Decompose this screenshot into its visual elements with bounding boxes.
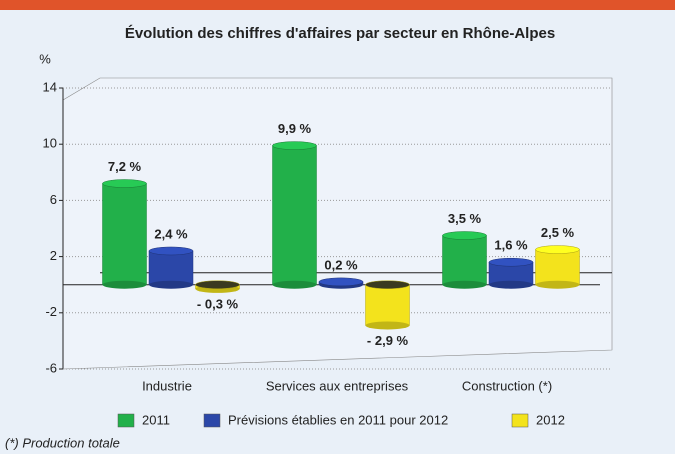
y-tick-label: -2 xyxy=(45,304,57,319)
y-tick-label: 2 xyxy=(50,248,57,263)
y-axis-label: % xyxy=(39,51,51,66)
value-label: 3,5 % xyxy=(448,211,482,226)
value-label: - 0,3 % xyxy=(197,296,239,311)
bar-cap xyxy=(365,280,410,289)
footnote: (*) Production totale xyxy=(5,435,120,450)
value-label: 2,5 % xyxy=(541,225,575,240)
value-label: 7,2 % xyxy=(108,159,142,174)
legend-swatch xyxy=(203,413,221,428)
x-tick-label: Services aux entreprises xyxy=(266,378,409,393)
bar-cap xyxy=(102,179,147,188)
x-tick-label: Industrie xyxy=(142,378,192,393)
legend-swatch xyxy=(117,413,135,428)
bar-cap xyxy=(535,245,580,254)
legend-label: 2011 xyxy=(142,412,170,427)
value-label: 1,6 % xyxy=(494,238,528,253)
y-tick-label: 6 xyxy=(50,192,57,207)
bar xyxy=(442,235,487,285)
bar xyxy=(272,145,317,285)
chart-title: Évolution des chiffres d'affaires par se… xyxy=(125,25,555,42)
x-tick-label: Construction (*) xyxy=(462,378,552,393)
top-band xyxy=(0,0,675,10)
value-label: 0,2 % xyxy=(324,257,358,272)
y-tick-label: -6 xyxy=(45,360,57,375)
bar xyxy=(102,183,147,285)
bar xyxy=(148,250,194,285)
legend-label: 2012 xyxy=(536,412,565,427)
bar-base xyxy=(489,280,533,289)
value-label: - 2,9 % xyxy=(367,333,409,348)
y-tick-label: 10 xyxy=(43,136,57,151)
bar xyxy=(535,249,580,285)
value-label: 2,4 % xyxy=(154,226,188,241)
bar-cap xyxy=(442,231,487,240)
bar-cap xyxy=(488,257,534,267)
bar-cap xyxy=(272,141,317,150)
value-label: 9,9 % xyxy=(278,121,312,136)
y-tick-label: 14 xyxy=(43,79,57,94)
bar-cap xyxy=(195,280,240,289)
bar-base xyxy=(102,280,147,289)
legend-label: Prévisions établies en 2011 pour 2012 xyxy=(228,412,448,427)
bar-base xyxy=(272,280,317,289)
bar-base xyxy=(442,280,487,289)
bar-cap xyxy=(148,246,194,256)
bar xyxy=(365,284,410,326)
bar-cap xyxy=(318,277,364,287)
bar-base xyxy=(535,280,580,289)
bar-base xyxy=(365,321,410,330)
legend-swatch xyxy=(511,413,529,428)
bar-base xyxy=(149,280,193,289)
